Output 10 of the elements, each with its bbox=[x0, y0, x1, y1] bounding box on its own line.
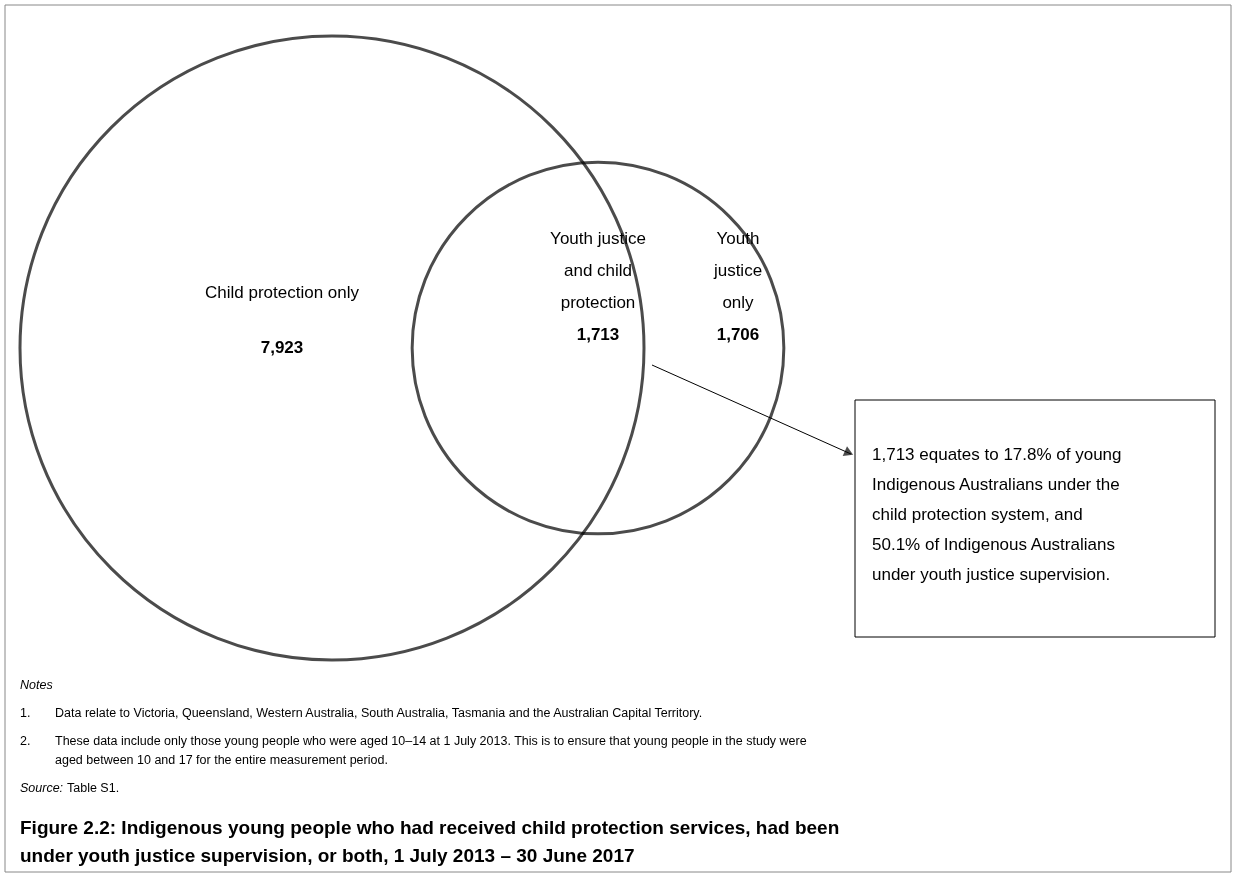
text: 2. These data include only those young people who were aged 10–14 at 1 July 2013. This is to ensure that young people in the study were aged between 10 and 17 for the entire measurement period. bbox=[20, 734, 807, 767]
category-label: Child protection only bbox=[204, 283, 360, 302]
source-note: Source: Table S1. bbox=[20, 781, 120, 795]
text: 1,713 equates to 17.8% of young Indigenous Australians under the child protection system, and 50.1% of Indigenous Australians under youth justice supervision. bbox=[872, 445, 1122, 584]
data-label: 7,923 bbox=[260, 338, 304, 357]
data-label: 1,713 bbox=[576, 325, 620, 344]
data-label: 1,706 bbox=[716, 325, 760, 344]
text: Notes bbox=[20, 678, 53, 692]
text: 1. Data relate to Victoria, Queensland, Western Australia, South Australia, Tasmania and the Australian Capital Territory. bbox=[20, 706, 703, 720]
text: Figure 2.2: Indigenous young people who had received child protection services, had been under youth justice supervision, or both, 1 July 2013 – 30 June 2017 bbox=[20, 817, 840, 866]
